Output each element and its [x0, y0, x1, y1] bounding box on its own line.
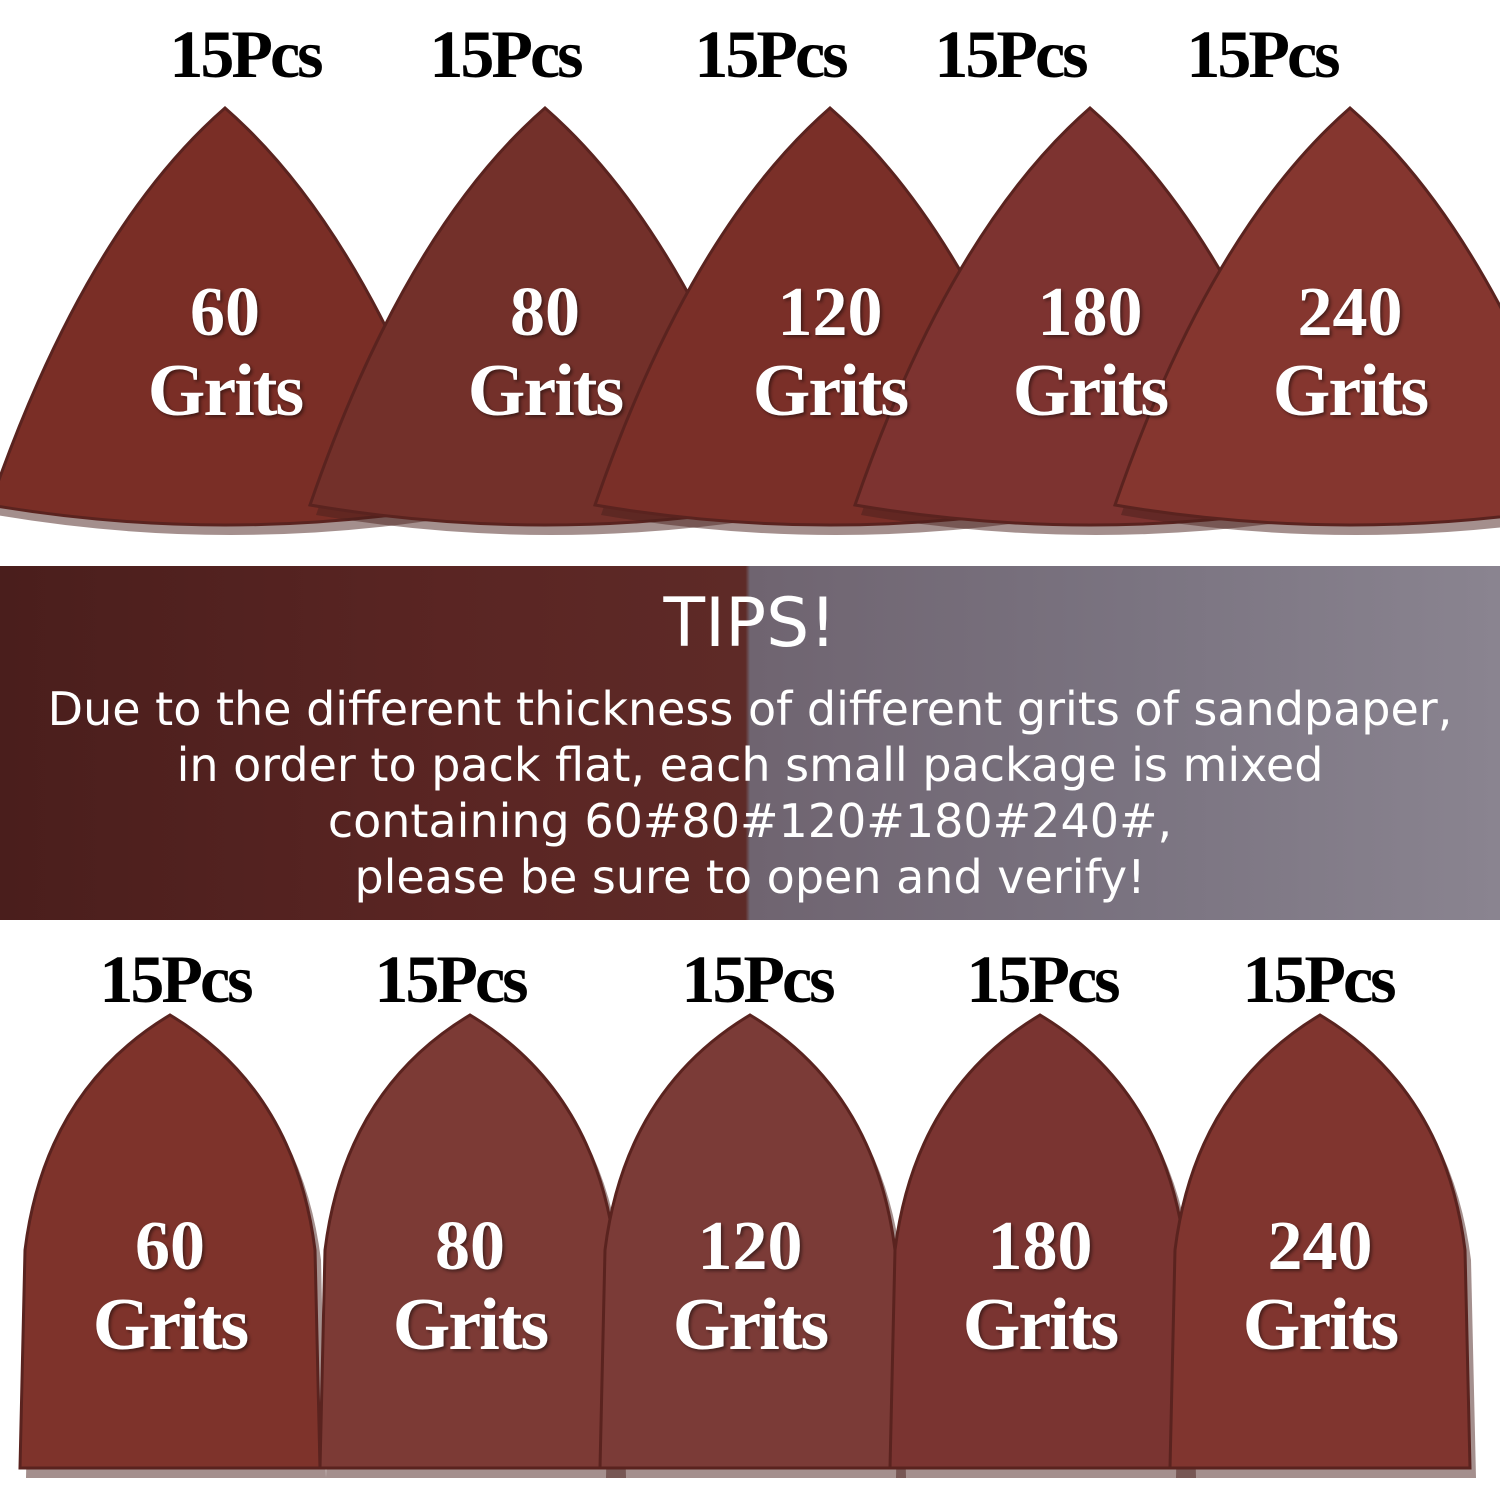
- grit-word: Grits: [392, 1284, 549, 1366]
- grit-word: Grits: [1012, 350, 1169, 432]
- grit-word: Grits: [1272, 350, 1429, 432]
- grit-number: 240: [1297, 274, 1403, 351]
- grit-word: Grits: [1242, 1284, 1399, 1366]
- grit-number: 240: [1267, 1208, 1373, 1285]
- piece-count: 15Pcs: [966, 941, 1120, 1017]
- grit-number: 180: [987, 1208, 1093, 1285]
- sandpaper-pad-180: [888, 1013, 1192, 1470]
- grit-word: Grits: [92, 1284, 249, 1366]
- piece-count: 15Pcs: [934, 16, 1088, 92]
- grit-label: 80 Grits: [415, 274, 675, 432]
- grit-number: 80: [435, 1208, 505, 1285]
- grit-label: 120 Grits: [700, 274, 960, 432]
- grit-label: 80 Grits: [340, 1208, 600, 1366]
- grit-label: 180 Grits: [960, 274, 1220, 432]
- piece-count: 15Pcs: [169, 16, 323, 92]
- piece-count: 15Pcs: [429, 16, 583, 92]
- tips-line-1: Due to the different thickness of differ…: [47, 682, 1453, 736]
- grit-number: 60: [135, 1208, 205, 1285]
- piece-count: 15Pcs: [374, 941, 528, 1017]
- piece-count: 15Pcs: [681, 941, 835, 1017]
- grit-word: Grits: [147, 350, 304, 432]
- sandpaper-pad-120: [598, 1013, 902, 1470]
- grit-label: 60 Grits: [95, 274, 355, 432]
- grit-word: Grits: [962, 1284, 1119, 1366]
- grit-number: 120: [777, 274, 883, 351]
- tips-line-3: containing 60#80#120#180#240#,: [327, 794, 1173, 848]
- grit-label: 240 Grits: [1190, 1208, 1450, 1366]
- grit-word: Grits: [672, 1284, 829, 1366]
- tips-banner: TIPS! Due to the different thickness of …: [0, 566, 1500, 920]
- tips-line-2: in order to pack flat, each small packag…: [176, 738, 1324, 792]
- tips-title: TIPS!: [663, 584, 837, 663]
- grit-word: Grits: [467, 350, 624, 432]
- grit-label: 60 Grits: [40, 1208, 300, 1366]
- sandpaper-pad-80: [318, 1013, 622, 1470]
- grit-word: Grits: [752, 350, 909, 432]
- grit-number: 60: [190, 274, 260, 351]
- piece-count: 15Pcs: [1186, 16, 1340, 92]
- sandpaper-pad-240: [1168, 1013, 1472, 1470]
- grit-label: 120 Grits: [620, 1208, 880, 1366]
- sandpaper-pad-60: [18, 1013, 322, 1470]
- piece-count: 15Pcs: [1242, 941, 1396, 1017]
- grit-number: 80: [510, 274, 580, 351]
- grit-number: 180: [1037, 274, 1143, 351]
- sandpaper-pad-240: [1113, 106, 1500, 527]
- tips-line-4: please be sure to open and verify!: [354, 850, 1146, 904]
- grit-label: 240 Grits: [1220, 274, 1480, 432]
- piece-count: 15Pcs: [694, 16, 848, 92]
- grit-label: 180 Grits: [910, 1208, 1170, 1366]
- grit-number: 120: [697, 1208, 803, 1285]
- piece-count: 15Pcs: [99, 941, 253, 1017]
